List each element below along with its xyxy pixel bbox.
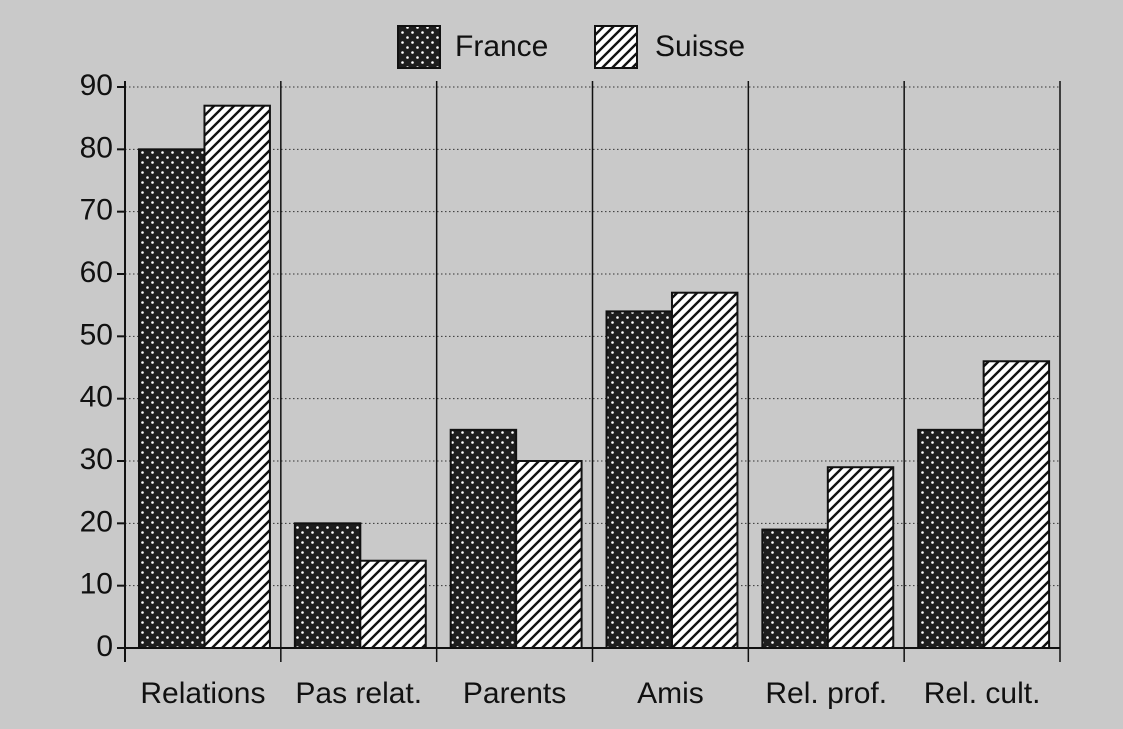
y-tick-label: 40 bbox=[80, 381, 113, 414]
y-tick-label: 50 bbox=[80, 318, 113, 351]
y-tick-label: 70 bbox=[80, 194, 113, 227]
legend-swatch bbox=[594, 25, 638, 69]
x-tick-label: Pas relat. bbox=[295, 677, 422, 710]
bar bbox=[917, 428, 985, 650]
bar bbox=[670, 291, 739, 649]
y-tick-label: 90 bbox=[80, 69, 113, 102]
legend-label: Suisse bbox=[655, 30, 745, 63]
bar bbox=[826, 466, 895, 649]
legend-label: France bbox=[455, 30, 548, 63]
bar bbox=[203, 104, 271, 649]
bar bbox=[293, 522, 362, 649]
y-tick-label: 30 bbox=[80, 443, 113, 476]
y-tick-label: 10 bbox=[80, 568, 113, 601]
bar bbox=[449, 428, 518, 650]
x-tick-label: Amis bbox=[637, 677, 704, 710]
y-tick-label: 0 bbox=[96, 630, 113, 663]
y-tick-label: 80 bbox=[80, 131, 113, 164]
x-tick-label: Relations bbox=[140, 677, 265, 710]
bar bbox=[982, 360, 1051, 649]
bar bbox=[605, 310, 673, 649]
bar bbox=[359, 559, 427, 650]
y-tick-label: 60 bbox=[80, 256, 113, 289]
x-tick-label: Rel. prof. bbox=[765, 677, 887, 710]
y-tick-label: 20 bbox=[80, 505, 113, 538]
x-tick-label: Rel. cult. bbox=[924, 677, 1041, 710]
bar bbox=[515, 460, 583, 649]
legend-swatch bbox=[397, 25, 441, 69]
bar bbox=[761, 528, 829, 649]
x-tick-label: Parents bbox=[463, 677, 566, 710]
bar bbox=[138, 148, 206, 649]
